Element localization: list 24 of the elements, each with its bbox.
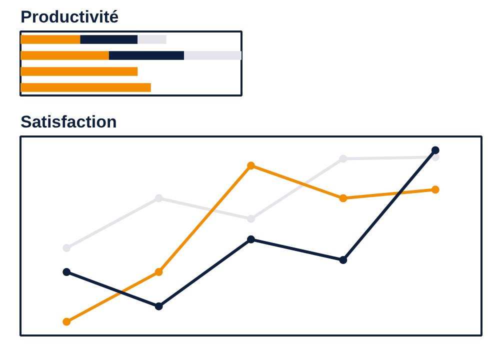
point [154, 268, 163, 276]
point [62, 268, 71, 276]
bar [20, 83, 151, 92]
point [431, 146, 440, 154]
point [154, 302, 163, 310]
chart-title: Satisfaction [20, 112, 117, 132]
point [247, 214, 255, 223]
point [62, 318, 71, 326]
bar [184, 51, 242, 60]
point [247, 235, 255, 244]
bar [80, 35, 138, 44]
chart-title: Productivité [20, 8, 119, 26]
bar [20, 51, 109, 60]
point [247, 162, 255, 170]
point [339, 256, 348, 264]
point [154, 194, 163, 202]
point [431, 186, 440, 194]
point [339, 154, 348, 163]
point [62, 244, 71, 252]
point [339, 194, 348, 202]
bar [108, 51, 184, 60]
bar [138, 35, 166, 44]
bar [20, 35, 80, 44]
bar [20, 67, 138, 76]
